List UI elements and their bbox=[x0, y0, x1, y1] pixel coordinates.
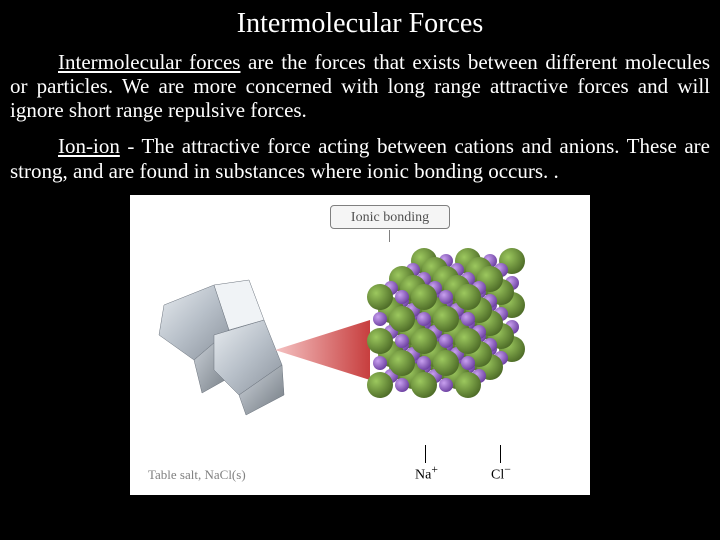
label-cl: Cl− bbox=[491, 463, 511, 484]
term-ion-ion: Ion-ion bbox=[58, 134, 120, 158]
salt-caption: Table salt, NaCl(s) bbox=[148, 467, 246, 483]
term-intermolecular-forces: Intermolecular forces bbox=[58, 50, 240, 74]
label-na: Na+ bbox=[415, 463, 438, 484]
ionic-lattice-icon bbox=[360, 245, 550, 435]
ionic-bonding-figure: Ionic bonding bbox=[130, 195, 590, 495]
slide-title: Intermolecular Forces bbox=[10, 8, 710, 40]
paragraph-ion-ion: Ion-ion - The attractive force acting be… bbox=[10, 134, 710, 182]
pointer-icon bbox=[275, 320, 370, 380]
bonding-label: Ionic bonding bbox=[330, 205, 450, 229]
salt-crystal-icon bbox=[154, 275, 294, 425]
paragraph-intro: Intermolecular forces are the forces tha… bbox=[10, 50, 710, 122]
ion-labels: Na+ Cl− bbox=[385, 445, 565, 485]
